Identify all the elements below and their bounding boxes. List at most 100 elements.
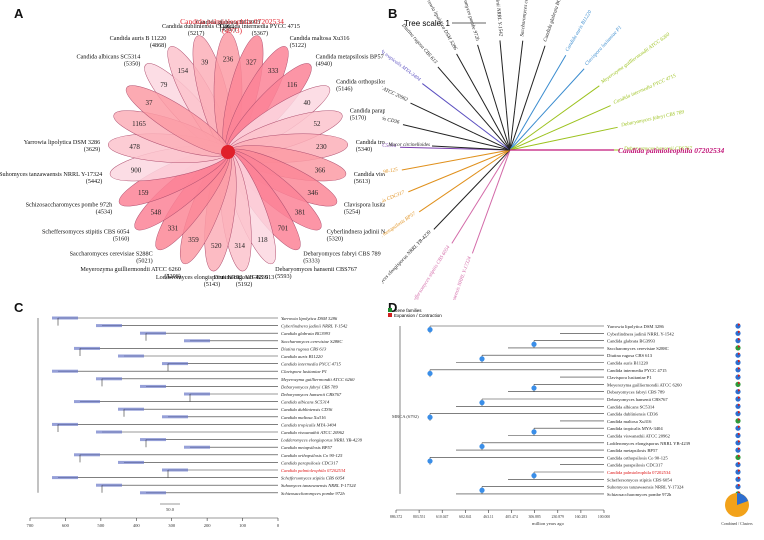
petal-gene-count: (5593) — [275, 273, 292, 280]
tree-b-leaf-branch — [402, 124, 472, 142]
tree-d-pie-slice — [738, 367, 741, 370]
tree-d-pie-slice — [738, 330, 741, 334]
tree-d-pie-slice — [738, 425, 741, 429]
tree-d-pie-slice — [738, 418, 741, 421]
petal-gene-count: (4587) — [220, 26, 237, 33]
tree-b-inner-branch — [472, 149, 511, 166]
tree-c-leaf-label: Candida glabrata BG3993 — [281, 331, 331, 336]
tree-b-leaf-label: Candida auris B11220 — [564, 9, 593, 53]
tree-d-tick-label: 306.885 — [528, 515, 540, 519]
tree-d-pie-slice — [738, 440, 741, 443]
tree-d-node-marker — [427, 458, 433, 464]
tree-b-leaf-label: Clavispora lusitaniae P1 — [584, 24, 624, 67]
tree-c-scale-label: 50.0 — [166, 507, 175, 512]
tree-d-leaf-label: Schizosaccharomyces pombe 972h — [607, 492, 672, 497]
tree-c-leaf-label: Candida orthopsilosis Co 90-125 — [281, 453, 343, 458]
tree-c-confidence-bar — [162, 468, 188, 472]
tree-c-leaf-label: Cyberlindnera jadinii NRRL Y-1542 — [281, 324, 348, 329]
petal-species-label: Candida auris B 11220 — [110, 35, 167, 42]
petal-value: 37 — [145, 99, 153, 107]
petal-species-label: Candida metapsilosis BP57 — [316, 54, 384, 61]
tree-d-leaf-label: Debaryomyces hansenii CBS767 — [607, 397, 668, 402]
tree-d-root-label: MRCA (6792) — [392, 414, 419, 419]
tree-b-inner-branch — [481, 149, 511, 180]
tree-d-leaf-label: Candida palmioleophila 07202534 — [607, 470, 671, 475]
tree-b-leaf-label: Candida glabrata BG3993 — [543, 0, 567, 43]
petal-value: 118 — [257, 236, 268, 244]
tree-b-inner-branch — [509, 110, 516, 151]
petal-gene-count: (5143) — [204, 281, 221, 288]
tree-d-pie-slice — [738, 476, 741, 480]
tree-c-leaf-label: Scheffersomyces stipitis CBS 6054 — [281, 476, 345, 481]
tree-d-pie-slice — [738, 403, 741, 407]
tree-b-leaf-branch — [542, 85, 600, 128]
time-tree: Yarrowia lipolytica DSM 3286 Cyberlindner… — [27, 316, 363, 528]
tree-b-leaf-branch — [477, 44, 499, 112]
petal-value: 520 — [211, 242, 222, 250]
petal-gene-count: (5320) — [327, 236, 344, 243]
petal-gene-count: (5122) — [290, 42, 307, 49]
tree-d-pie-slice — [738, 359, 741, 363]
tree-c-leaf-label: Suhomyces tanzawaensis NRRL Y-17324 — [281, 483, 356, 488]
tree-c-confidence-bar — [118, 407, 144, 411]
petal-species-label: Saccharomyces cerevisiae S288C — [70, 251, 153, 258]
tree-b-inner-branch — [488, 149, 511, 185]
tree-d-node-marker — [479, 356, 485, 362]
petal-gene-count: (3629) — [84, 146, 101, 153]
petal-value: 478 — [129, 143, 140, 151]
tree-c-tick-label: 700 — [27, 523, 35, 528]
petal-value: 331 — [168, 225, 179, 233]
tree-d-pie-slice — [738, 447, 741, 451]
tree-d-leaf-label: Saccharomyces cerevisiae S288C — [607, 346, 669, 351]
tree-b-leaf-branch — [549, 126, 618, 143]
tree-c-leaf-label: Yarrowia lipolytica DSM 3286 — [281, 316, 338, 321]
tree-b-leaf-label: Schizosaccharomyces pombe 972h — [453, 0, 480, 42]
petal-gene-count: (5160) — [113, 236, 130, 243]
petal-species-label: Debaryomyces hansenii CBS767 — [275, 266, 357, 273]
tree-d-pie-slice — [738, 411, 741, 414]
flower-plot: 79 Candida albicans SC5314(5350) 154 Candid… — [0, 17, 385, 288]
tree-b-inner-branch — [509, 141, 550, 151]
tree-c-confidence-bar — [140, 438, 166, 442]
petal-species-label: Candida dubliniensis CD36 — [162, 23, 230, 30]
tree-b-highlight-label: Candida palmioleophila 07202534 — [618, 146, 725, 155]
tree-d-leaf-label: Yarrowia lipolytica DSM 3286 — [607, 324, 665, 329]
tree-b-leaf-branch — [514, 40, 524, 111]
tree-d-leaf-label: Meyerozyma guilliermondii ATCC 6260 — [607, 382, 682, 387]
tree-c-confidence-bar — [162, 362, 188, 366]
tree-d-node-marker — [479, 487, 485, 493]
petal-species-label: Clavispora lusitaniae P1 — [344, 201, 385, 208]
tree-d-node-marker — [427, 327, 433, 333]
petal-species-label: Candida parapsilosis CDC317 — [350, 107, 385, 114]
tree-b-leaf-label: Suhomyces tanzawaensis NRRL Y-17324 — [437, 255, 473, 300]
petal-species-label: Candida tropicalis MYA-3404 — [356, 139, 385, 146]
tree-d-pie-slice — [738, 396, 741, 399]
tree-d-node-marker — [479, 400, 485, 406]
tree-d-pie-slice — [738, 484, 741, 487]
petal-value: 366 — [315, 167, 326, 175]
tree-c-tick-label: 200 — [204, 523, 212, 528]
tree-d-tick-label: 160.283 — [575, 515, 587, 519]
tree-b-leaf-label: Candida orthopsilosis Co 90-125 — [382, 167, 399, 186]
gene-family-tree: Gene families Expansion / Contraction Ya… — [388, 308, 753, 526]
panel-label-c: C — [14, 300, 24, 315]
petal-value: 159 — [138, 189, 149, 197]
tree-d-leaf-label: Candida maltosa Xu316 — [607, 419, 652, 424]
petal-value: 327 — [246, 58, 257, 66]
petal-gene-count: (4534) — [96, 208, 113, 215]
petal-gene-count: (5350) — [124, 61, 141, 68]
tree-c-leaf-label: Debaryomyces hansenii CBS767 — [280, 392, 342, 397]
petal-gene-count: (5208) — [164, 273, 181, 280]
tree-c-confidence-bar — [52, 369, 78, 373]
tree-d-pie-slice — [738, 469, 741, 472]
tree-b-leaf-branch — [433, 178, 483, 230]
tree-b-leaf-branch — [471, 187, 497, 254]
center-taxon-label: Candida palmioleophila 07202534 — [180, 17, 284, 26]
tree-b-inner-branch — [509, 115, 531, 151]
tree-b-leaf-branch — [400, 146, 471, 150]
petal-species-label: Yarrowia lipolytica DSM 3286 — [24, 139, 101, 146]
panel-label-a: A — [14, 6, 24, 21]
tree-d-leaf-label: Candida metapsilosis BP57 — [607, 448, 658, 453]
petal-value: 701 — [278, 225, 289, 233]
tree-d-node-marker — [531, 341, 537, 347]
